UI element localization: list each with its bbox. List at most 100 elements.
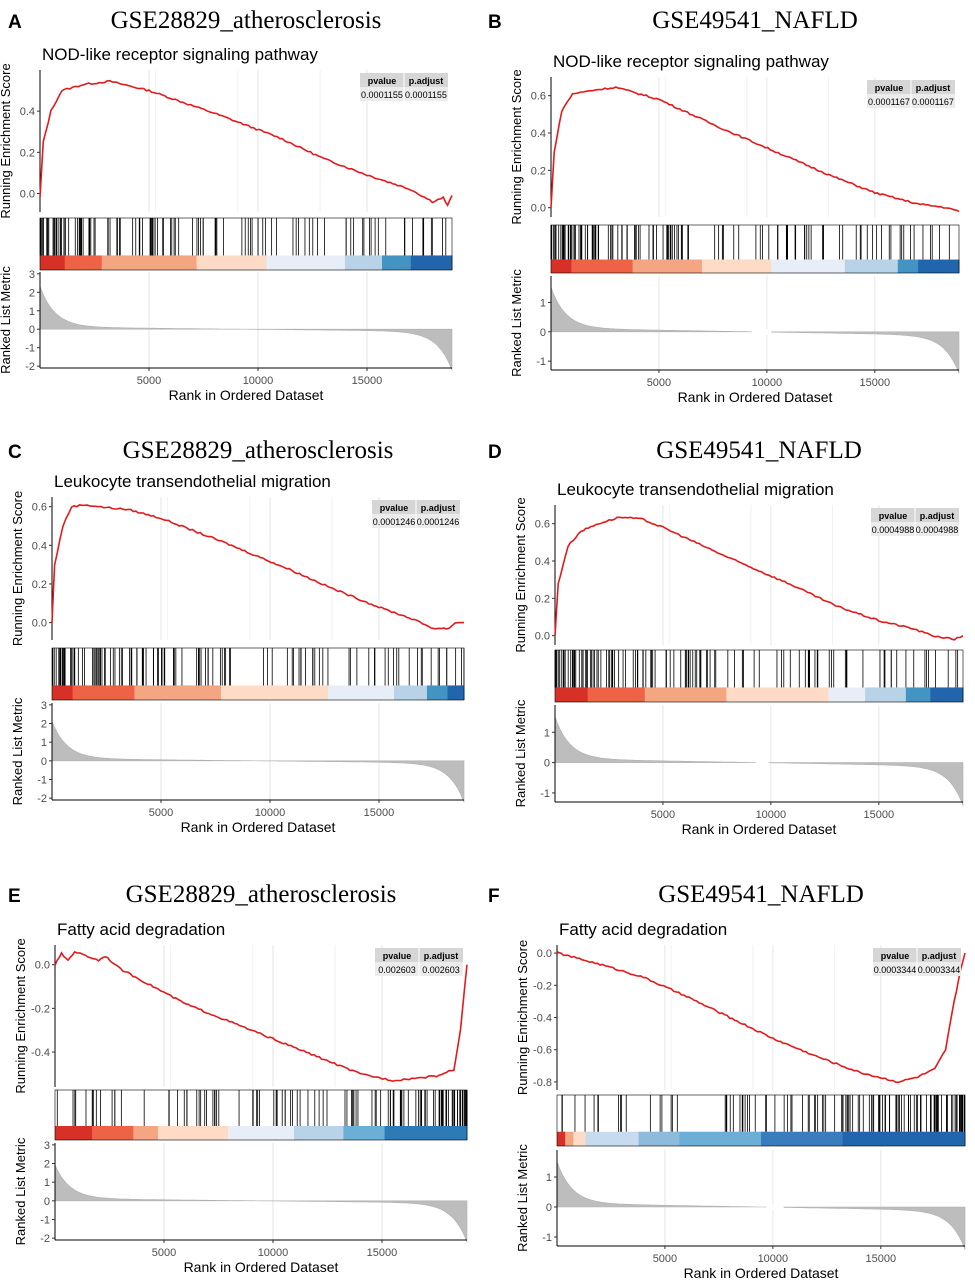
x-tick-label: 15000 xyxy=(364,807,395,819)
hit-band-frame xyxy=(556,1094,966,1147)
color-band-segment xyxy=(410,255,441,270)
hit-band-frame xyxy=(51,647,465,701)
hit-band-frame xyxy=(39,217,453,271)
metric-y-tick-label: -1 xyxy=(536,356,546,368)
color-band-segment xyxy=(196,255,268,270)
es-y-tick-label: 0.2 xyxy=(20,147,35,159)
x-axis-label: Rank in Ordered Dataset xyxy=(184,1259,339,1275)
panel-dataset-title: GSE49541_NAFLD xyxy=(652,7,858,34)
metric-y-tick-label: 0 xyxy=(546,1202,552,1214)
color-band-segment xyxy=(942,259,960,273)
color-band-segment xyxy=(865,687,907,702)
color-band-segment xyxy=(844,259,899,273)
color-band-segment xyxy=(220,685,329,700)
color-band-segment xyxy=(293,1126,344,1140)
color-band-segment xyxy=(133,1126,159,1140)
x-tick-label: 15000 xyxy=(367,1247,398,1259)
x-axis-label: Rank in Ordered Dataset xyxy=(678,389,833,405)
metric-y-tick-label: 0 xyxy=(29,324,35,336)
es-y-tick-label: 0.2 xyxy=(535,593,550,605)
table-header-pvalue: pvalue xyxy=(875,83,904,93)
color-band-segment xyxy=(158,1126,229,1140)
es-y-axis-label: Running Enrichment Score xyxy=(513,497,528,652)
color-band-segment xyxy=(40,255,66,270)
x-tick-label: 10000 xyxy=(255,807,286,819)
metric-y-tick-label: 3 xyxy=(41,700,47,712)
metric-y-tick-label: 0 xyxy=(44,1196,50,1208)
metric-y-tick-label: -2 xyxy=(40,1233,50,1245)
panel-dataset-title: GSE28829_atherosclerosis xyxy=(123,437,394,464)
es-curve xyxy=(54,950,468,1083)
es-y-tick-label: 0.4 xyxy=(20,106,35,118)
color-band-segment xyxy=(701,259,772,273)
table-header-padjust: p.adjust xyxy=(424,951,459,961)
es-y-tick-label: 0.2 xyxy=(531,165,546,177)
x-axis-label: Rank in Ordered Dataset xyxy=(682,821,837,837)
color-band-segment xyxy=(905,687,931,702)
x-tick-label: 5000 xyxy=(152,1247,176,1259)
x-axis-label: Rank in Ordered Dataset xyxy=(169,387,324,403)
panel-dataset-title: GSE28829_atherosclerosis xyxy=(126,881,397,908)
table-padjust: 0.0004988 xyxy=(916,525,959,535)
pathway-title: Fatty acid degradation xyxy=(559,920,727,939)
color-band-segment xyxy=(439,255,453,270)
hit-band-frame xyxy=(54,1089,468,1141)
x-tick-label: 10000 xyxy=(243,375,274,387)
metric-y-axis-label: Ranked List Metric xyxy=(515,1144,530,1252)
color-band-segment xyxy=(55,1126,93,1140)
es-y-tick-label: -0.4 xyxy=(533,1013,552,1025)
panel-b: B GSE49541_NAFLD NOD-like receptor signali… xyxy=(488,7,960,405)
table-pvalue: 0.0001167 xyxy=(868,97,910,107)
panel-dataset-title: GSE49541_NAFLD xyxy=(656,437,862,464)
metric-y-tick-label: 2 xyxy=(41,719,47,731)
es-y-tick-label: 0.2 xyxy=(32,579,47,591)
table-pvalue: 0.0003344 xyxy=(874,965,917,975)
panel-label: D xyxy=(488,442,502,463)
es-y-axis-label: Running Enrichment Score xyxy=(10,491,25,646)
metric-y-axis-label: Ranked List Metric xyxy=(509,269,524,377)
metric-y-tick-label: 0 xyxy=(41,756,47,768)
color-band-segment xyxy=(632,259,703,273)
x-tick-label: 10000 xyxy=(752,377,783,389)
es-y-tick-label: -0.2 xyxy=(31,1003,50,1015)
metric-y-tick-label: -2 xyxy=(25,361,35,373)
panel-label: F xyxy=(488,886,500,907)
panel-a: A GSE28829_atherosclerosis NOD-like recept… xyxy=(0,7,453,403)
x-tick-label: 5000 xyxy=(651,809,675,821)
table-header-pvalue: pvalue xyxy=(881,951,910,961)
color-band-segment xyxy=(266,255,346,270)
panel-f: F GSE49541_NAFLD Fatty acid degradation -0.… xyxy=(488,881,966,1281)
metric-y-tick-label: -1 xyxy=(40,1214,50,1226)
color-band-segment xyxy=(918,259,944,273)
es-y-tick-label: 0.4 xyxy=(531,128,546,140)
color-band-segment xyxy=(930,687,948,702)
metric-y-axis-label: Ranked List Metric xyxy=(10,697,25,805)
color-band-segment xyxy=(64,255,103,270)
es-y-tick-label: 0.4 xyxy=(535,556,550,568)
table-pvalue: 0.002603 xyxy=(378,965,416,975)
metric-gap xyxy=(766,1204,784,1210)
panel-c: C GSE28829_atherosclerosis Leukocyte trans… xyxy=(8,437,465,835)
color-band-segment xyxy=(555,687,589,702)
panel-e: E GSE28829_atherosclerosis Fatty acid degr… xyxy=(8,881,468,1275)
metric-gap xyxy=(751,328,772,335)
color-band-segment xyxy=(343,1126,386,1140)
table-padjust: 0.0003344 xyxy=(918,965,961,975)
es-curve xyxy=(556,951,966,1084)
metric-y-tick-label: -2 xyxy=(37,793,47,805)
metric-y-tick-label: -1 xyxy=(540,788,550,800)
es-y-axis-label: Running Enrichment Score xyxy=(509,69,524,224)
es-y-axis-label: Running Enrichment Score xyxy=(13,938,28,1093)
color-band-segment xyxy=(771,259,846,273)
x-tick-label: 15000 xyxy=(352,375,383,387)
color-band-segment xyxy=(52,685,74,700)
table-padjust: 0.002603 xyxy=(422,965,460,975)
table-pvalue: 0.0001155 xyxy=(361,90,403,100)
table-header-padjust: p.adjust xyxy=(922,951,957,961)
metric-y-tick-label: 0 xyxy=(544,758,550,770)
x-tick-label: 5000 xyxy=(653,1253,677,1265)
metric-y-tick-label: 1 xyxy=(544,727,550,739)
metric-y-tick-label: 1 xyxy=(29,306,35,318)
metric-y-tick-label: -1 xyxy=(542,1232,552,1244)
color-band-segment xyxy=(946,687,964,702)
